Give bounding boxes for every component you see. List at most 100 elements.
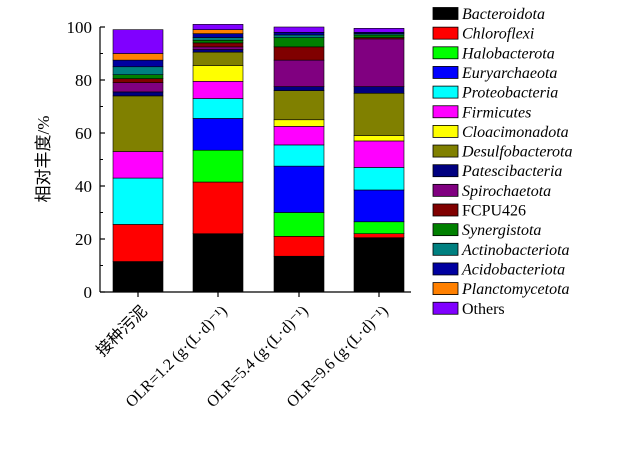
- bar-segment-cloacimonadota-3: [273, 119, 325, 127]
- legend-label-spirochaetota: Spirochaetota: [462, 183, 551, 200]
- bar-segment-cloacimonadota-2: [192, 65, 244, 82]
- legend-label-planctomycetota: Planctomycetota: [461, 281, 570, 298]
- legend-item-spirochaetota: Spirochaetota: [432, 183, 551, 200]
- legend-item-halobacterota: Halobacterota: [432, 45, 555, 62]
- bar-segment-actinobacteriota-3: [273, 34, 325, 38]
- bar-segment-firmicutes-3: [273, 126, 325, 146]
- legend-label-fcpu426: FCPU426: [462, 203, 526, 220]
- legend-item-proteobacteria: Proteobacteria: [432, 85, 558, 102]
- bar-segment-others-4: [353, 28, 405, 33]
- bar-segment-patescibacteria-3: [273, 86, 325, 91]
- bar-stack-1: [112, 29, 164, 293]
- legend-label-firmicutes: Firmicutes: [461, 104, 531, 121]
- legend-label-synergistota: Synergistota: [462, 222, 541, 239]
- bar-segment-others-2: [192, 24, 244, 30]
- legend-label-euryarchaeota: Euryarchaeota: [461, 65, 557, 82]
- bar-segment-bacteroidota-1: [112, 261, 164, 293]
- bar-segment-firmicutes-2: [192, 81, 244, 99]
- legend-item-cloacimonadota: Cloacimonadota: [432, 124, 569, 141]
- legend-swatch-chloroflexi: [432, 26, 459, 40]
- legend-label-others: Others: [462, 301, 505, 318]
- bar-segment-firmicutes-4: [353, 140, 405, 168]
- x-tick-label-1: 接种污泥: [93, 302, 151, 360]
- legend-swatch-proteobacteria: [432, 85, 459, 99]
- bar-segment-patescibacteria-4: [353, 86, 405, 94]
- legend-swatch-others: [432, 301, 459, 315]
- bar-stack-2: [192, 24, 244, 293]
- bar-segment-spirochaetota-2: [192, 46, 244, 50]
- legend-swatch-euryarchaeota: [432, 66, 459, 79]
- bar-segment-euryarchaeota-4: [353, 189, 405, 223]
- bar-segment-synergistota-2: [192, 39, 244, 44]
- bar-segment-bacteroidota-4: [353, 237, 405, 293]
- y-tick-label-40: 40: [75, 177, 92, 196]
- legend: Bacteroidota Chloroflexi Halobacterota Eury…: [432, 6, 573, 318]
- bar-segment-fcpu426-3: [273, 46, 325, 61]
- legend-swatch-fcpu426: [432, 203, 459, 217]
- bar-segment-others-3: [273, 26, 325, 33]
- legend-label-actinobacteriota: Actinobacteriota: [461, 242, 570, 259]
- plot-area: [112, 24, 405, 293]
- legend-swatch-firmicutes: [432, 105, 459, 119]
- bar-segment-halobacterota-2: [192, 149, 244, 183]
- legend-item-bacteroidota: Bacteroidota: [432, 6, 545, 23]
- legend-item-synergistota: Synergistota: [432, 222, 541, 239]
- bar-segment-desulfobacterota-4: [353, 92, 405, 136]
- bar-segment-halobacterota-4: [353, 221, 405, 234]
- bar-segment-patescibacteria-2: [192, 49, 244, 53]
- legend-swatch-cloacimonadota: [432, 125, 459, 138]
- y-tick-label-60: 60: [75, 124, 92, 143]
- legend-item-acidobacteriota: Acidobacteriota: [432, 261, 565, 278]
- bar-segment-euryarchaeota-2: [192, 118, 244, 151]
- bar-segment-euryarchaeota-3: [273, 165, 325, 213]
- bar-segment-chloroflexi-2: [192, 181, 244, 234]
- bar-segment-spirochaetota-1: [112, 82, 164, 93]
- legend-label-cloacimonadota: Cloacimonadota: [462, 124, 569, 141]
- bar-segment-chloroflexi-3: [273, 236, 325, 257]
- bar-segment-spirochaetota-3: [273, 59, 325, 87]
- legend-item-firmicutes: Firmicutes: [432, 104, 531, 121]
- bar-segment-patescibacteria-1: [112, 91, 164, 97]
- bar-segment-proteobacteria-4: [353, 167, 405, 191]
- bar-segment-acidobacteriota-1: [112, 59, 164, 68]
- y-tick-label-20: 20: [75, 230, 92, 249]
- bar-segment-acidobacteriota-3: [273, 31, 325, 36]
- legend-item-actinobacteriota: Actinobacteriota: [432, 242, 570, 259]
- legend-swatch-spirochaetota: [432, 183, 459, 197]
- bar-segment-spirochaetota-4: [353, 38, 405, 87]
- y-tick-label-100: 100: [67, 18, 93, 37]
- legend-item-patescibacteria: Patescibacteria: [432, 163, 562, 180]
- legend-swatch-desulfobacterota: [432, 144, 459, 158]
- bar-segment-desulfobacterota-1: [112, 95, 164, 152]
- y-tick-label-0: 0: [84, 283, 93, 302]
- legend-swatch-planctomycetota: [432, 282, 459, 296]
- bar-segment-acidobacteriota-2: [192, 33, 244, 38]
- bar-segment-fcpu426-2: [192, 42, 244, 48]
- bar-segment-proteobacteria-2: [192, 98, 244, 119]
- legend-label-halobacterota: Halobacterota: [461, 45, 555, 62]
- bar-segment-actinobacteriota-1: [112, 66, 164, 75]
- legend-label-acidobacteriota: Acidobacteriota: [461, 261, 565, 278]
- legend-swatch-acidobacteriota: [432, 262, 459, 276]
- bar-segment-chloroflexi-4: [353, 233, 405, 238]
- legend-item-planctomycetota: Planctomycetota: [432, 281, 570, 298]
- y-tick-label-80: 80: [75, 71, 92, 90]
- legend-item-others: Others: [432, 301, 505, 318]
- y-axis-label: 相对丰度/%: [34, 116, 53, 203]
- bar-segment-proteobacteria-3: [273, 144, 325, 167]
- bar-segment-planctomycetota-1: [112, 53, 164, 61]
- bar-segment-actinobacteriota-2: [192, 37, 244, 41]
- bar-segment-synergistota-4: [353, 34, 405, 38]
- bar-segment-others-1: [112, 29, 164, 54]
- legend-label-chloroflexi: Chloroflexi: [462, 26, 534, 43]
- bar-segment-fcpu426-1: [112, 78, 164, 83]
- bar-segment-desulfobacterota-2: [192, 51, 244, 66]
- bar-segment-chloroflexi-1: [112, 224, 164, 262]
- legend-item-desulfobacterota: Desulfobacterota: [432, 144, 573, 161]
- legend-item-euryarchaeota: Euryarchaeota: [432, 65, 557, 82]
- legend-swatch-halobacterota: [432, 46, 459, 60]
- bar-segment-halobacterota-3: [273, 212, 325, 237]
